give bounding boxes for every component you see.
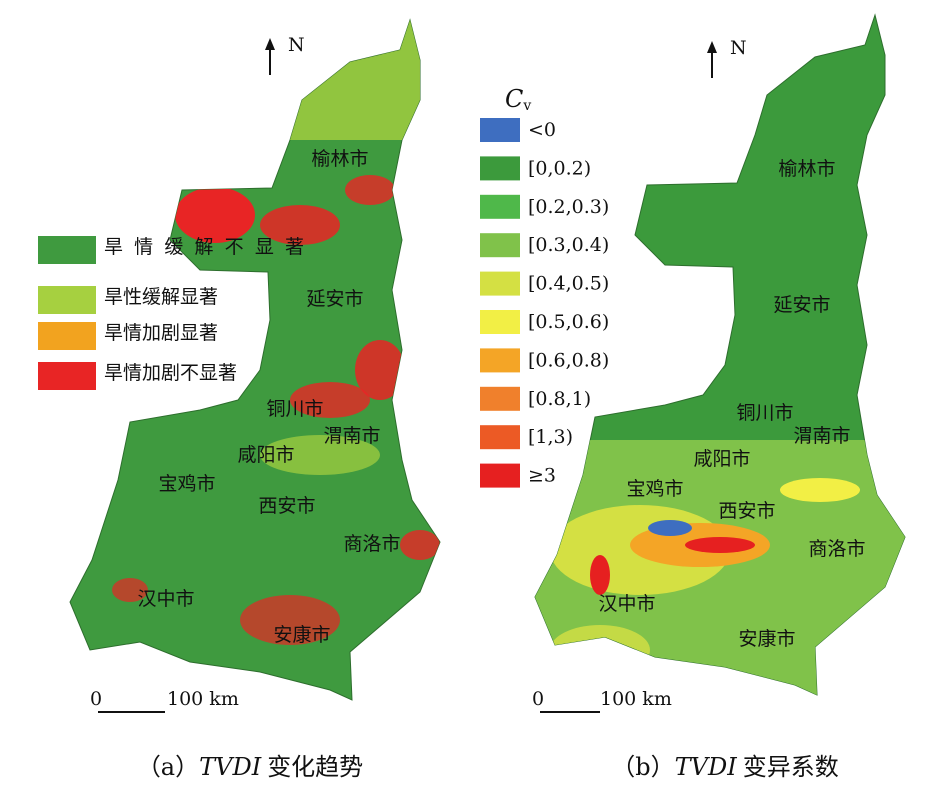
legend-label: 旱情加剧显著 [104, 322, 218, 344]
legend-label: [0.3,0.4) [528, 234, 609, 256]
legend-swatch [480, 233, 520, 258]
caption: （b）TVDI 变异系数 [611, 753, 838, 781]
city-label: 宝鸡市 [626, 478, 683, 500]
caption-term: TVDI [199, 753, 262, 781]
legend-label: ≥3 [528, 465, 556, 487]
legend-swatch [480, 348, 520, 373]
caption: （a）TVDI 变化趋势 [137, 753, 363, 781]
city-label: 延安市 [306, 288, 363, 310]
legend-label: <0 [528, 119, 556, 141]
city-label: 咸阳市 [693, 448, 750, 470]
legend-swatch [480, 118, 520, 142]
legend-label: [0.4,0.5) [528, 273, 609, 295]
legend-title: Cv [505, 85, 531, 115]
legend-swatch [38, 322, 96, 350]
legend-swatch [480, 194, 520, 219]
legend-swatch [480, 463, 520, 488]
city-label: 咸阳市 [237, 444, 294, 466]
legend-swatch [480, 425, 520, 450]
caption-index: （a） [137, 753, 199, 781]
city-label: 渭南市 [323, 425, 380, 447]
legend-swatch [480, 310, 520, 334]
city-label: 榆林市 [778, 158, 835, 180]
legend-label: [0.5,0.6) [528, 311, 609, 333]
scale-start: 0 [532, 688, 544, 710]
north-label: N [288, 34, 305, 56]
city-label: 商洛市 [343, 533, 400, 555]
legend-swatch [480, 386, 520, 411]
scale-end: 100 km [167, 688, 239, 710]
symbol: C [505, 85, 523, 113]
legend-label: 旱情加剧不显著 [104, 362, 237, 384]
map-a [69, 19, 441, 701]
legend-label: [1,3) [528, 426, 573, 448]
city-label: 西安市 [258, 495, 315, 517]
scale-start: 0 [90, 688, 102, 710]
legend-label: [0.6,0.8) [528, 349, 609, 371]
city-label: 汉中市 [137, 588, 194, 610]
city-label: 渭南市 [793, 425, 850, 447]
caption-index: （b） [611, 753, 674, 781]
legend-swatch [38, 362, 96, 390]
city-label: 安康市 [738, 628, 795, 650]
legend-swatch [38, 236, 96, 264]
caption-text: 变化趋势 [267, 753, 363, 781]
city-label: 延安市 [773, 294, 830, 316]
city-label: 榆林市 [311, 148, 368, 170]
north-arrow-b [707, 41, 717, 78]
caption-term: TVDI [675, 753, 738, 781]
scale-end: 100 km [600, 688, 672, 710]
city-label: 安康市 [273, 624, 330, 646]
subscript: v [522, 98, 531, 114]
legend-swatch [480, 156, 520, 181]
city-label: 铜川市 [266, 398, 323, 420]
city-label: 西安市 [718, 500, 775, 522]
caption-text: 变异系数 [743, 753, 839, 781]
city-label: 汉中市 [598, 593, 655, 615]
city-label: 宝鸡市 [158, 473, 215, 495]
legend-label: [0.8,1) [528, 388, 591, 410]
map-b [534, 14, 906, 696]
legend-label: 旱性缓解显著 [104, 286, 218, 308]
city-label: 铜川市 [736, 402, 793, 424]
north-label: N [730, 37, 747, 59]
legend-swatch [38, 286, 96, 314]
legend-label: [0.2,0.3) [528, 196, 609, 218]
legend-label: [0,0.2) [528, 157, 591, 179]
north-arrow-a [265, 38, 275, 75]
legend-swatch [480, 271, 520, 296]
city-label: 商洛市 [808, 538, 865, 560]
